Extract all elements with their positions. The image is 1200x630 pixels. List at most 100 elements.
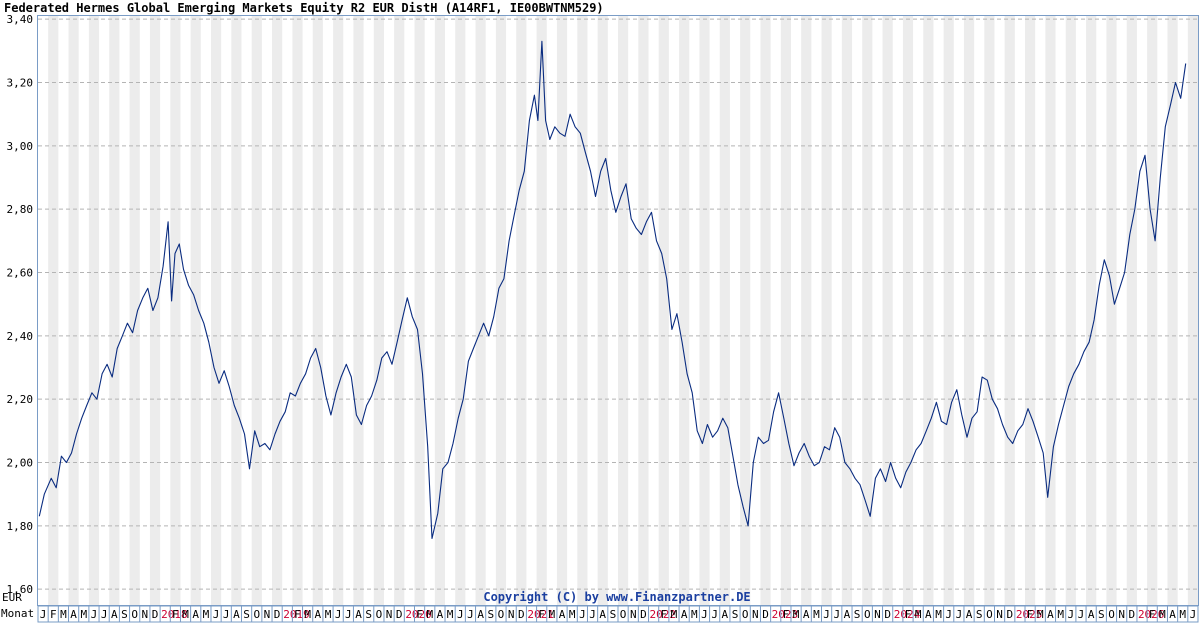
month-label: O — [498, 608, 505, 621]
month-label: J — [1067, 608, 1074, 621]
month-label: J — [956, 608, 963, 621]
month-label: M — [426, 608, 433, 621]
month-label: A — [111, 608, 118, 621]
month-label: F — [50, 608, 57, 621]
month-label: A — [70, 608, 77, 621]
month-stripe — [801, 16, 812, 605]
month-label: M — [1057, 608, 1064, 621]
month-label: D — [640, 608, 647, 621]
month-stripe — [882, 16, 893, 605]
y-axis-tick-labels: 1,60 1,80 2,00 2,20 2,40 2,60 2,80 3,00 3,20 3,40 — [7, 13, 34, 596]
month-label: D — [1129, 608, 1136, 621]
month-label: A — [681, 608, 688, 621]
month-label: J — [223, 608, 230, 621]
month-label: M — [569, 608, 576, 621]
year-label: 2019 — [283, 608, 310, 621]
month-label: A — [1088, 608, 1095, 621]
month-stripe — [210, 16, 222, 605]
month-stripe — [170, 16, 181, 605]
month-label: M — [915, 608, 922, 621]
month-label: J — [945, 608, 952, 621]
month-label: A — [355, 608, 362, 621]
y-tick-label: 3,20 — [7, 77, 34, 90]
month-label: F — [783, 608, 790, 621]
month-stripe — [699, 16, 710, 605]
chart-title: Federated Hermes Global Emerging Markets… — [4, 1, 604, 15]
month-label: M — [447, 608, 454, 621]
month-label: M — [813, 608, 820, 621]
month-stripe — [1126, 16, 1137, 605]
month-label: O — [376, 608, 383, 621]
month-label: M — [793, 608, 800, 621]
month-label: F — [1149, 608, 1156, 621]
month-label: N — [508, 608, 515, 621]
x-axis-label: Monat — [1, 607, 34, 620]
month-stripe — [353, 16, 364, 605]
month-label: M — [935, 608, 942, 621]
month-label: A — [233, 608, 240, 621]
year-label: 2021 — [527, 608, 554, 621]
month-stripe — [740, 16, 751, 605]
month-stripe — [129, 16, 140, 605]
month-label: M — [80, 608, 87, 621]
month-stripe — [760, 16, 771, 605]
month-stripe — [68, 16, 79, 605]
month-label: A — [803, 608, 810, 621]
year-label: 2025 — [1016, 608, 1042, 621]
y-tick-label: 1,80 — [7, 520, 34, 533]
month-label: J — [335, 608, 342, 621]
month-label: J — [711, 608, 718, 621]
month-stripe — [292, 16, 303, 605]
month-label: N — [264, 608, 271, 621]
year-label: 2020 — [405, 608, 432, 621]
month-label: A — [1169, 608, 1176, 621]
month-stripe — [1004, 16, 1015, 605]
month-label: M — [182, 608, 189, 621]
month-stripe — [943, 16, 954, 605]
month-stripe — [434, 16, 446, 605]
month-label: M — [549, 608, 556, 621]
month-label: M — [1179, 608, 1186, 621]
month-label: M — [691, 608, 698, 621]
month-label: M — [1037, 608, 1044, 621]
gridlines — [38, 18, 1198, 590]
month-label: J — [345, 608, 352, 621]
month-stripe — [373, 16, 384, 605]
month-label: A — [315, 608, 322, 621]
month-label: F — [538, 608, 545, 621]
month-label: F — [294, 608, 301, 621]
month-stripe — [1187, 16, 1198, 605]
month-stripe — [190, 16, 201, 605]
month-label: M — [60, 608, 67, 621]
month-stripe — [597, 16, 608, 605]
month-label: D — [1006, 608, 1013, 621]
month-label: S — [732, 608, 739, 621]
month-label: A — [437, 608, 444, 621]
month-label: S — [854, 608, 861, 621]
month-stripe — [312, 16, 323, 605]
month-label: F — [172, 608, 179, 621]
month-stripe — [1106, 16, 1117, 605]
month-label: M — [203, 608, 210, 621]
month-label: N — [142, 608, 149, 621]
month-stripe — [333, 16, 344, 605]
month-stripe — [638, 16, 649, 605]
month-stripe — [251, 16, 262, 605]
month-label: J — [1190, 608, 1197, 621]
month-stripe — [658, 16, 669, 605]
year-label: 2022 — [650, 608, 677, 621]
y-tick-label: 2,60 — [7, 267, 34, 280]
month-label: F — [416, 608, 423, 621]
month-stripe — [109, 16, 120, 605]
month-stripe — [821, 16, 832, 605]
month-label: D — [274, 608, 281, 621]
month-label: S — [365, 608, 372, 621]
month-label: J — [589, 608, 596, 621]
month-label: D — [396, 608, 403, 621]
month-stripe — [231, 16, 242, 605]
month-stripe — [780, 16, 791, 605]
month-label: N — [386, 608, 393, 621]
month-label: A — [925, 608, 932, 621]
month-label: F — [1027, 608, 1034, 621]
